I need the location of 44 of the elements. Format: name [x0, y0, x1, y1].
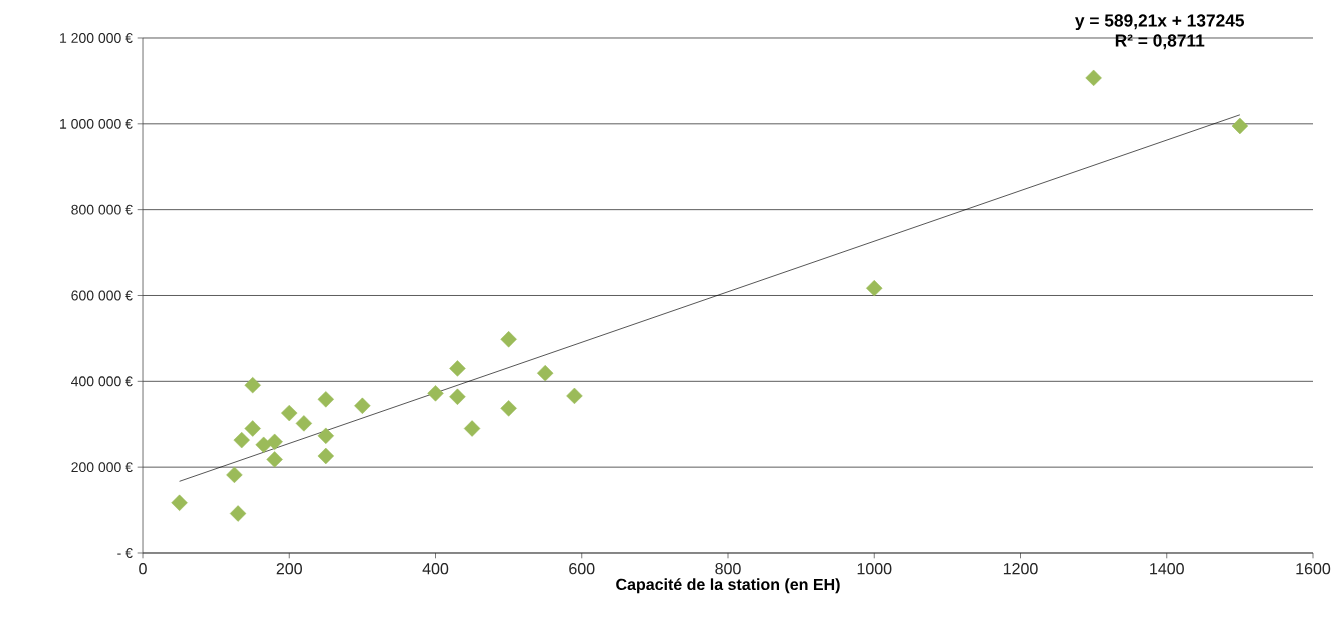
point: [266, 451, 283, 468]
point: [500, 331, 517, 348]
point: [427, 385, 444, 402]
point: [463, 420, 481, 437]
point: [229, 505, 247, 522]
point: [226, 466, 243, 484]
point: [500, 400, 517, 417]
y-tick-label: 200 000 €: [71, 462, 133, 473]
point: [449, 388, 466, 405]
x-tick-label: 1400: [1150, 563, 1184, 575]
annotation: R² = 0,8711: [1115, 34, 1205, 50]
x-tick-label: 200: [276, 563, 302, 575]
point: [317, 447, 335, 465]
x-tick-label: 1200: [1003, 563, 1038, 575]
point: [866, 280, 883, 297]
x-axis-title: Capacité de la station (en EH): [616, 578, 840, 594]
point: [233, 431, 250, 449]
x-tick-label: 1600: [1296, 563, 1331, 575]
point: [449, 360, 466, 377]
point: [537, 364, 554, 382]
point: [354, 397, 371, 414]
point: [1085, 69, 1102, 87]
point: [317, 427, 335, 445]
point: [317, 391, 335, 408]
x-tick-label: 0: [139, 563, 147, 575]
x-tick-label: 600: [569, 563, 595, 575]
y-tick-label: 400 000 €: [71, 376, 133, 387]
point: [266, 433, 283, 451]
y-tick-label: 600 000 €: [71, 290, 133, 301]
point: [171, 494, 188, 511]
point: [566, 387, 583, 405]
point: [1231, 117, 1249, 135]
x-tick-label: 800: [715, 563, 741, 575]
y-tick-label: 800 000 €: [71, 204, 133, 215]
y-tick-label: 1 200 000 €: [60, 33, 133, 43]
point: [281, 404, 298, 422]
x-tick-label: 400: [422, 563, 449, 575]
y-tick-label: - €: [117, 548, 133, 558]
text: y = 589,21x + 137245: [1075, 14, 1245, 31]
x-tick-label: 1000: [857, 563, 892, 575]
point: [244, 376, 261, 394]
point: [295, 415, 313, 432]
y-tick-label: 1 000 000 €: [60, 118, 133, 129]
point: [244, 420, 261, 437]
